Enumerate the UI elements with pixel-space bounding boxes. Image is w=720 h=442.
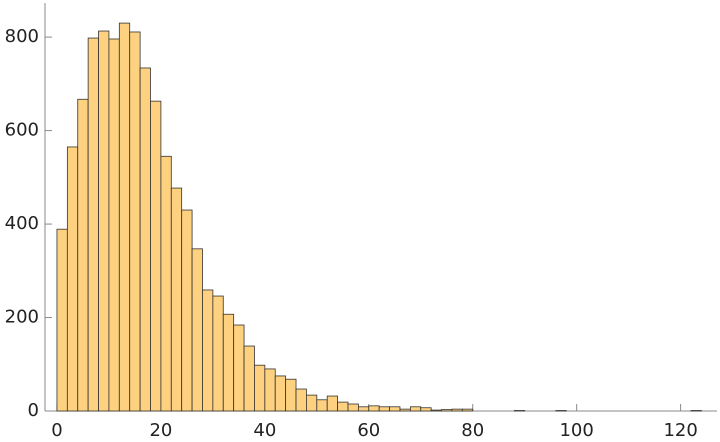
- bar: [139, 67, 151, 412]
- bar: [461, 408, 474, 412]
- bar: [316, 399, 328, 412]
- x-tick-label: 40: [253, 420, 276, 441]
- bar: [347, 403, 359, 412]
- x-tick-label: 0: [51, 420, 62, 441]
- x-tick-label: 80: [461, 420, 484, 441]
- bar: [430, 409, 442, 412]
- bar: [326, 395, 339, 412]
- bar: [118, 22, 131, 412]
- bar: [264, 368, 276, 412]
- bar: [368, 405, 380, 412]
- bar: [389, 406, 401, 412]
- y-tick-label: 400: [5, 213, 39, 234]
- bar: [337, 401, 349, 412]
- x-tick-label: 100: [559, 420, 593, 441]
- bar: [451, 408, 463, 412]
- bar: [420, 407, 432, 412]
- bar: [295, 388, 307, 412]
- bar: [254, 364, 266, 412]
- bar: [56, 228, 68, 412]
- bar: [150, 100, 162, 412]
- bar: [212, 295, 224, 412]
- y-tick-label: 200: [5, 307, 39, 328]
- bar: [274, 375, 287, 412]
- bar: [202, 289, 214, 412]
- bar: [160, 155, 172, 412]
- bar: [87, 37, 99, 412]
- bar: [243, 345, 255, 412]
- x-tick-label: 120: [663, 420, 697, 441]
- bar: [306, 394, 318, 412]
- bar: [357, 406, 370, 412]
- bar: [66, 146, 79, 412]
- bar: [378, 406, 390, 412]
- bar: [98, 30, 110, 412]
- x-tick-label: 60: [357, 420, 380, 441]
- y-tick-label: 0: [28, 400, 39, 421]
- bar: [191, 248, 203, 412]
- y-tick-label: 600: [5, 120, 39, 141]
- bar: [77, 98, 89, 412]
- bar: [129, 31, 141, 412]
- bar: [170, 187, 183, 412]
- bar: [181, 209, 193, 412]
- x-tick-label: 20: [149, 420, 172, 441]
- bar: [441, 409, 453, 412]
- bar: [233, 324, 245, 412]
- bar: [399, 408, 411, 412]
- y-tick-label: 800: [5, 26, 39, 47]
- bar: [108, 38, 120, 412]
- bar: [222, 313, 235, 412]
- bar: [285, 378, 297, 412]
- bar: [409, 406, 422, 412]
